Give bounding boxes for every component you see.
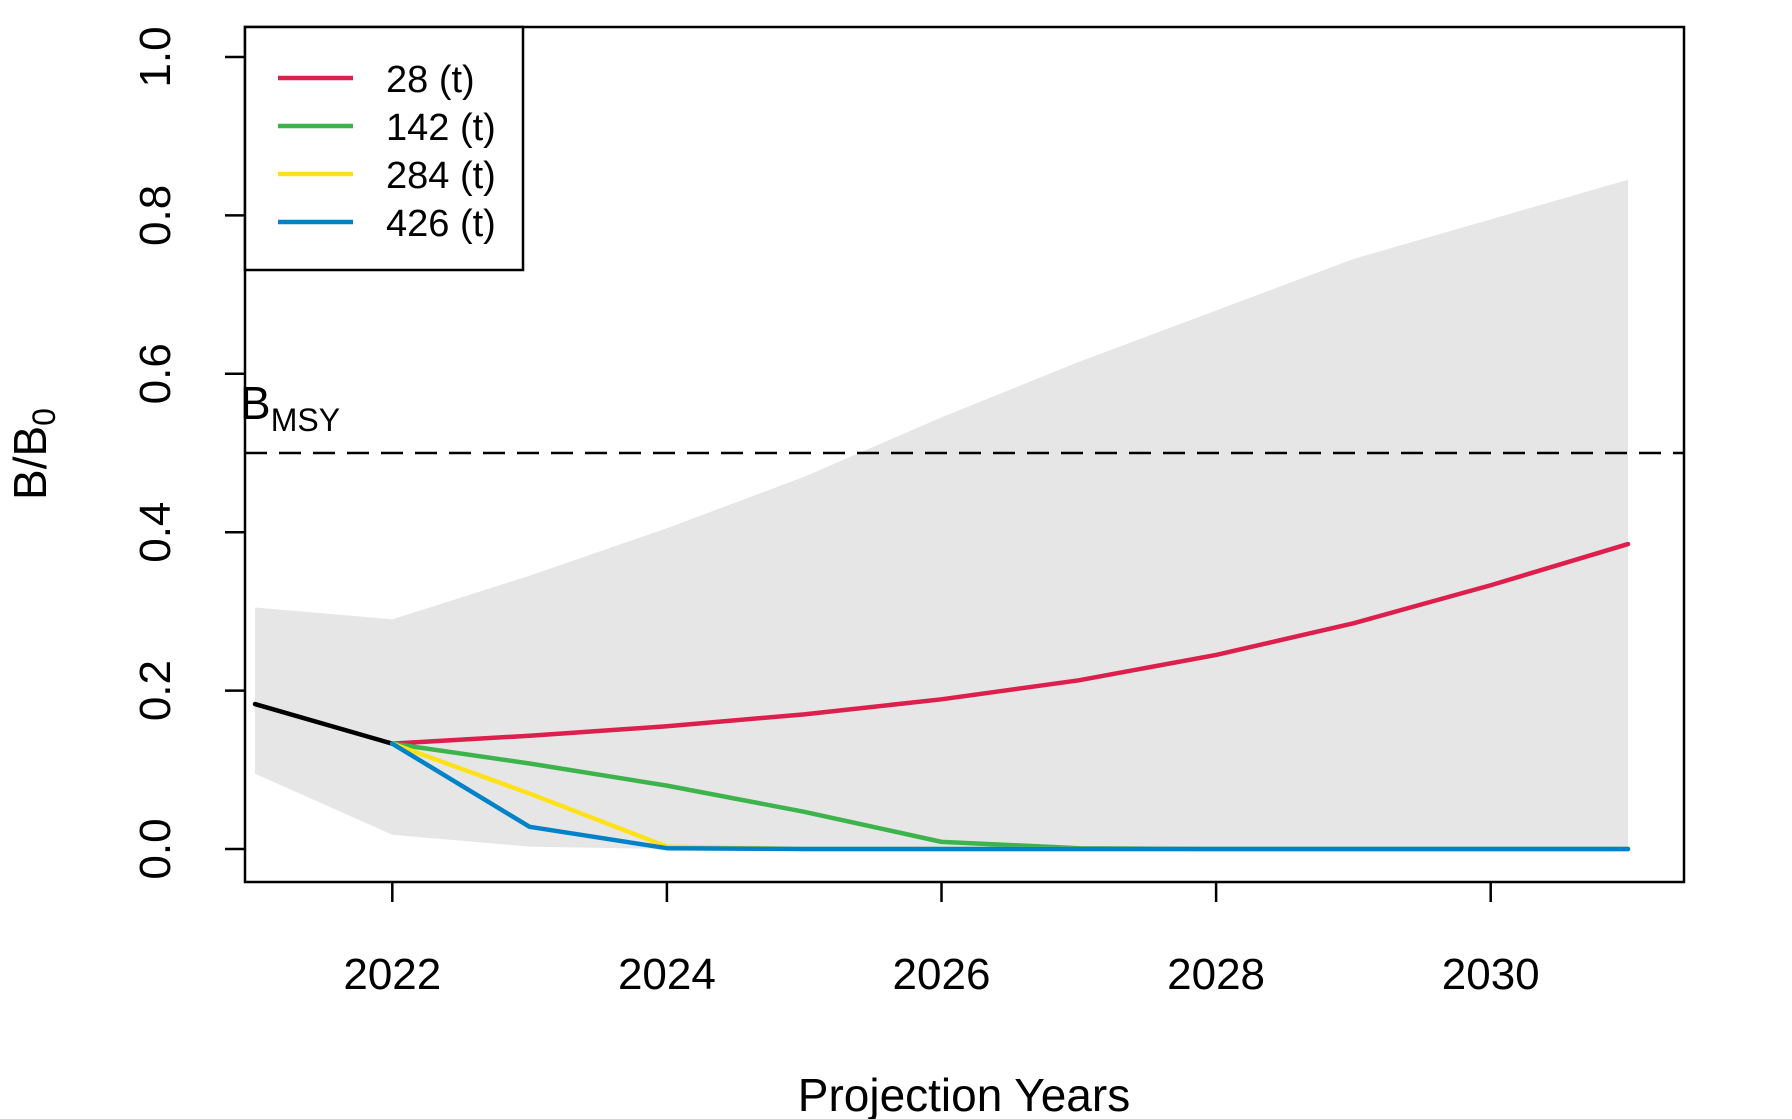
x-tick-label: 2026 (893, 950, 991, 999)
y-tick-label: 0.6 (131, 343, 180, 404)
x-tick-label: 2022 (343, 950, 441, 999)
series-line-0 (390, 541, 1631, 746)
x-tick-label: 2030 (1442, 950, 1540, 999)
legend-label: 28 (t) (386, 59, 475, 101)
y-axis-title-sub: 0 (26, 408, 62, 426)
y-axis-title: B/B0 (4, 408, 62, 500)
legend-label: 284 (t) (386, 155, 496, 197)
series-line-3 (390, 741, 1631, 852)
x-tick-label: 2024 (618, 950, 716, 999)
plot-frame (243, 25, 1686, 884)
x-axis-title: Projection Years (798, 1069, 1130, 1119)
y-axis-title-main: B/B (4, 426, 56, 500)
legend-box (243, 25, 525, 272)
legend-label: 142 (t) (386, 107, 496, 149)
history-line (252, 701, 395, 746)
legend-label: 426 (t) (386, 203, 496, 245)
bmsy-label-sub: MSY (271, 402, 340, 438)
x-tick-label: 2028 (1167, 950, 1265, 999)
y-tick-label: 0.4 (131, 502, 180, 563)
y-tick-label: 1.0 (131, 26, 180, 87)
bmsy-reference-label: BMSY (240, 377, 340, 438)
y-tick-label: 0.0 (131, 818, 180, 879)
uncertainty-band (255, 179, 1628, 849)
y-tick-label: 0.2 (131, 660, 180, 721)
y-tick-label: 0.8 (131, 185, 180, 246)
